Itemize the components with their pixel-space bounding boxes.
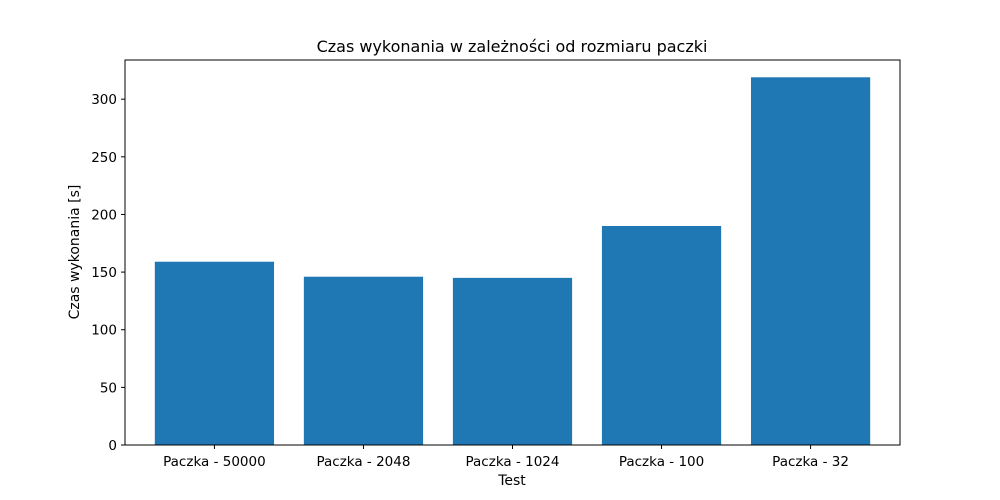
x-tick-label-1: Paczka - 2048 bbox=[316, 454, 410, 470]
x-tick-label-2: Paczka - 1024 bbox=[466, 454, 560, 470]
x-axis: Paczka - 50000 Paczka - 2048 Paczka - 1024… bbox=[163, 445, 849, 470]
bar-0 bbox=[154, 261, 275, 445]
bar-4 bbox=[750, 77, 871, 445]
y-tick-label-0: 0 bbox=[108, 438, 117, 454]
x-axis-label: Test bbox=[497, 473, 526, 489]
y-tick-label-4: 200 bbox=[91, 207, 117, 223]
bar-1 bbox=[303, 276, 424, 445]
y-axis: 0 50 100 150 200 250 300 bbox=[91, 92, 125, 454]
chart-title: Czas wykonania w zależności od rozmiaru … bbox=[317, 37, 708, 56]
y-tick-label-3: 150 bbox=[91, 265, 117, 281]
y-tick-label-2: 100 bbox=[91, 323, 117, 339]
y-tick-label-1: 50 bbox=[100, 380, 117, 396]
bar-3 bbox=[601, 225, 722, 445]
y-axis-label: Czas wykonania [s] bbox=[67, 185, 83, 320]
y-tick-label-5: 250 bbox=[91, 150, 117, 166]
x-tick-label-4: Paczka - 32 bbox=[772, 454, 849, 470]
bars-group bbox=[154, 77, 871, 445]
x-tick-label-0: Paczka - 50000 bbox=[163, 454, 266, 470]
x-tick-label-3: Paczka - 100 bbox=[619, 454, 704, 470]
bar-2 bbox=[452, 277, 573, 445]
y-tick-label-6: 300 bbox=[91, 92, 117, 108]
